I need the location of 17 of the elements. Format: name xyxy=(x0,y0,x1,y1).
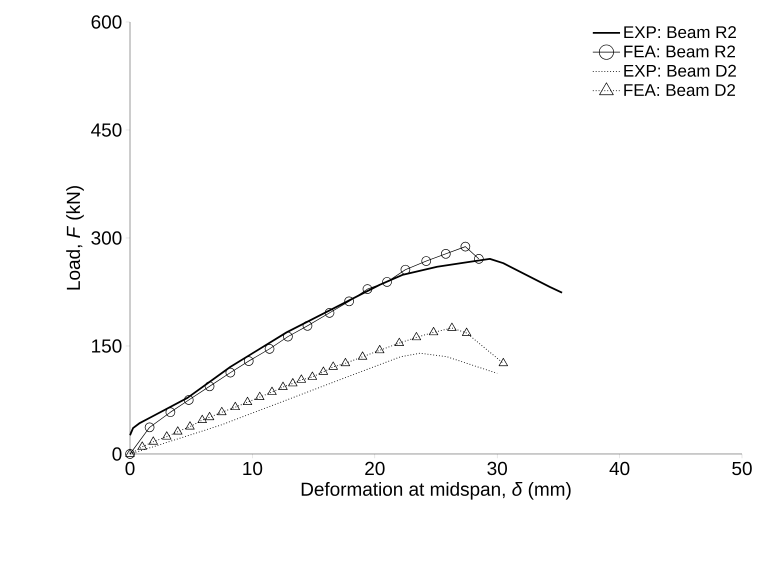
x-axis-title: Deformation at midspan, δ (mm) xyxy=(302,482,571,500)
y-tick-label: 0 xyxy=(112,447,122,461)
x-tick-label: 20 xyxy=(365,462,385,476)
x-tick-label: 10 xyxy=(243,462,262,476)
legend-label: EXP: Beam D2 xyxy=(624,64,736,77)
legend-label: FEA: Beam D2 xyxy=(624,84,735,96)
y-tick-label: 150 xyxy=(92,339,122,353)
y-tick-label: 450 xyxy=(91,123,122,137)
x-tick-label: 40 xyxy=(610,462,630,476)
legend-label: EXP: Beam R2 xyxy=(624,26,736,38)
y-tick-label: 300 xyxy=(91,231,122,245)
x-tick-label: 50 xyxy=(732,462,752,476)
legend-label: FEA: Beam R2 xyxy=(624,45,735,58)
x-tick-label: 0 xyxy=(125,462,135,476)
x-tick-label: 30 xyxy=(487,462,507,476)
y-tick-label: 600 xyxy=(92,15,122,29)
y-axis-title: Load, F (kN) xyxy=(66,186,84,290)
